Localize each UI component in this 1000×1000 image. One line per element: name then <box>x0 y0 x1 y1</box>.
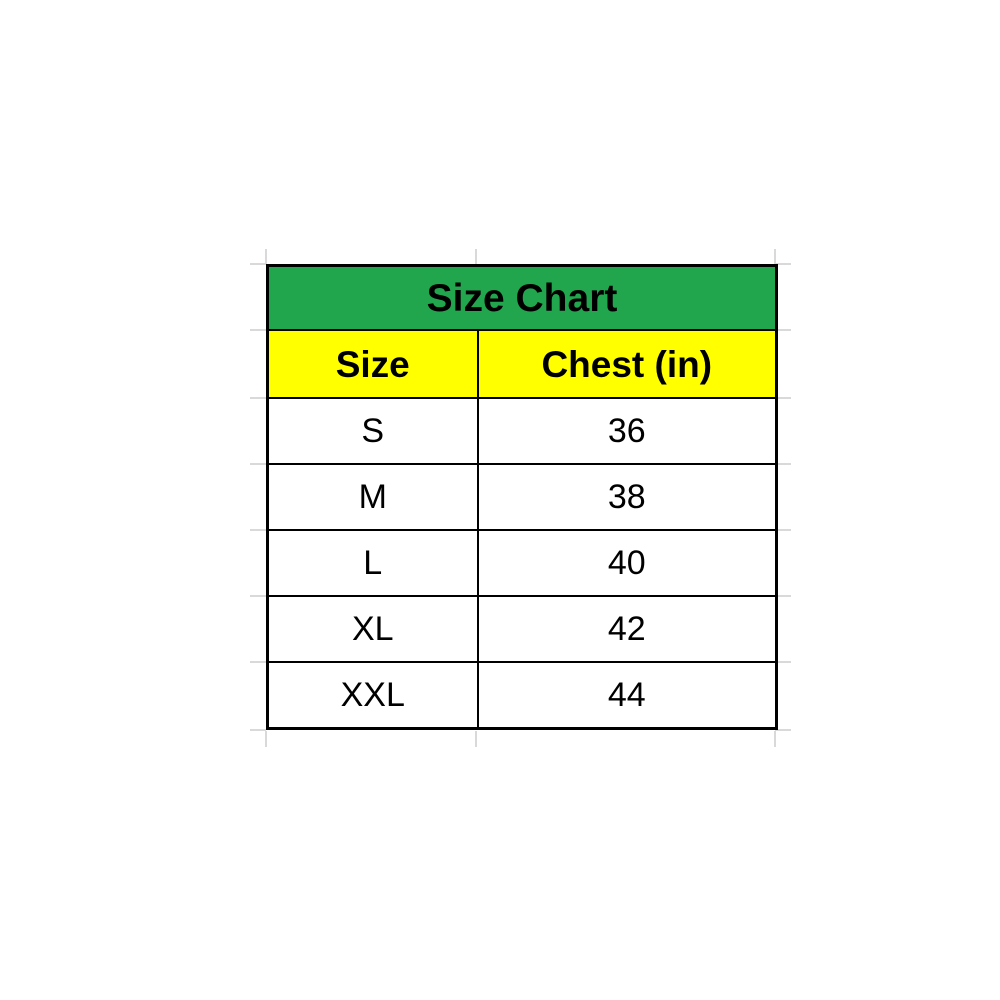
chest-cell: 36 <box>476 397 778 465</box>
gridline-tick <box>265 731 267 747</box>
column-header-size: Size <box>266 329 479 399</box>
gridline-tick <box>775 263 791 265</box>
chest-cell: 42 <box>476 595 778 663</box>
gridline-tick <box>775 329 791 331</box>
gridline-tick <box>475 249 477 264</box>
gridline-tick <box>775 463 791 465</box>
gridline-tick <box>775 595 791 597</box>
gridline-tick <box>250 595 266 597</box>
table-row: XL 42 <box>266 595 778 663</box>
table-row: XXL 44 <box>266 661 778 730</box>
gridline-tick <box>775 729 791 731</box>
gridline-tick <box>774 731 776 747</box>
gridline-tick <box>250 529 266 531</box>
table-header-row: Size Chest (in) <box>266 329 778 399</box>
gridline-tick <box>775 397 791 399</box>
chest-cell: 38 <box>476 463 778 531</box>
gridline-tick <box>265 249 267 264</box>
gridline-tick <box>250 463 266 465</box>
gridline-tick <box>774 249 776 264</box>
column-header-chest: Chest (in) <box>476 329 778 399</box>
table-title-cell: Size Chart <box>266 264 778 331</box>
gridline-tick <box>250 661 266 663</box>
table-row: S 36 <box>266 397 778 465</box>
size-cell: M <box>266 463 479 531</box>
size-cell: S <box>266 397 479 465</box>
size-chart-table: Size Chart Size Chest (in) S 36 M 38 L 4… <box>266 264 778 730</box>
chest-cell: 40 <box>476 529 778 597</box>
gridline-tick <box>250 329 266 331</box>
gridline-tick <box>775 529 791 531</box>
gridline-tick <box>250 263 266 265</box>
size-cell: L <box>266 529 479 597</box>
size-cell: XL <box>266 595 479 663</box>
table-body: S 36 M 38 L 40 XL 42 XXL 44 <box>266 397 778 730</box>
chest-cell: 44 <box>476 661 778 730</box>
gridline-tick <box>250 397 266 399</box>
table-row: L 40 <box>266 529 778 597</box>
gridline-tick <box>775 661 791 663</box>
table-row: M 38 <box>266 463 778 531</box>
table-title-row: Size Chart <box>266 264 778 331</box>
gridline-tick <box>250 729 266 731</box>
gridline-tick <box>475 731 477 747</box>
size-cell: XXL <box>266 661 479 730</box>
